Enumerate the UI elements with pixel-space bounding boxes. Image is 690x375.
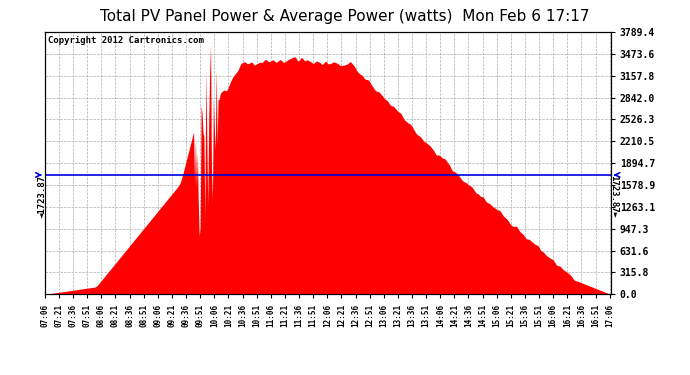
Text: ◄1723.87: ◄1723.87 — [37, 175, 46, 218]
Text: Copyright 2012 Cartronics.com: Copyright 2012 Cartronics.com — [48, 36, 204, 45]
Text: Total PV Panel Power & Average Power (watts)  Mon Feb 6 17:17: Total PV Panel Power & Average Power (wa… — [100, 9, 590, 24]
Text: 1723.87►: 1723.87► — [609, 175, 618, 218]
